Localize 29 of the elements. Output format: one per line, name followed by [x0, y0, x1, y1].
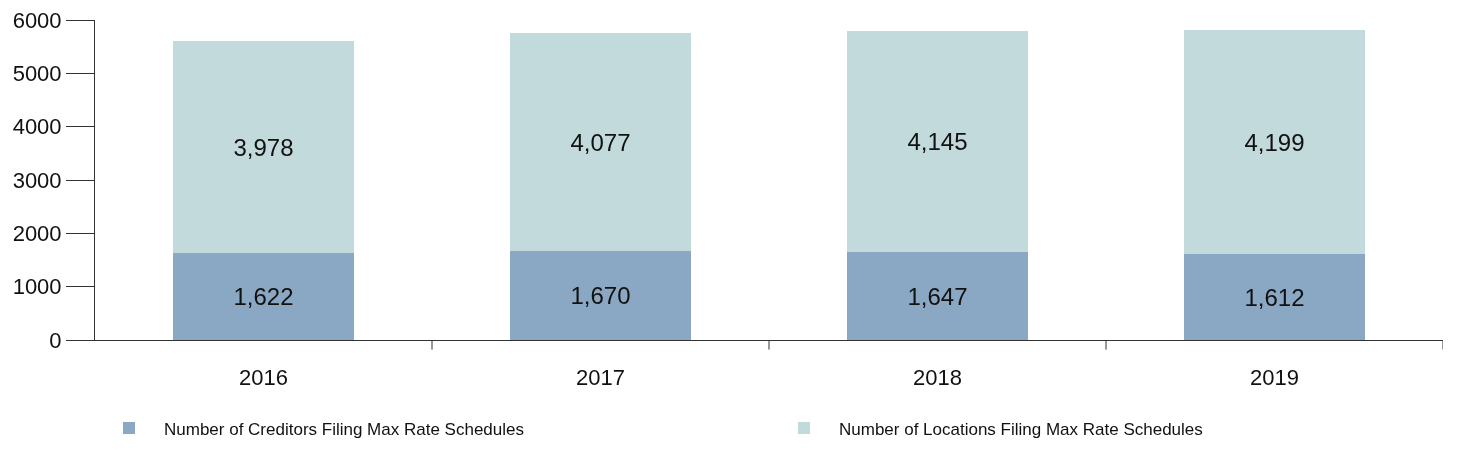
bar — [509, 33, 692, 251]
x-tick-label: 2016 — [239, 365, 288, 391]
bar — [846, 252, 1029, 340]
data-label: 1,612 — [1244, 283, 1305, 311]
x-tick-label: 2018 — [913, 365, 962, 391]
bar — [509, 250, 692, 340]
bar — [846, 31, 1029, 253]
data-label: 4,145 — [907, 128, 968, 156]
x-tick-label: 2019 — [1250, 365, 1299, 391]
y-tick-label: 5000 — [12, 61, 62, 87]
data-label: 1,647 — [907, 282, 968, 310]
y-tick-label: 6000 — [12, 7, 62, 33]
legend-label: Number of Locations Filing Max Rate Schedules — [839, 419, 1203, 439]
y-tick-label: 3000 — [12, 167, 62, 193]
data-label: 1,670 — [570, 281, 631, 309]
y-tick-label: 4000 — [12, 114, 62, 140]
bar — [172, 253, 355, 340]
data-label: 4,077 — [570, 128, 631, 156]
x-tick-label: 2017 — [576, 365, 625, 391]
data-label: 3,978 — [233, 133, 294, 161]
bar — [1183, 30, 1366, 255]
y-tick-label: 2000 — [12, 221, 62, 247]
data-label: 1,622 — [233, 283, 294, 311]
bar — [172, 41, 355, 254]
bar — [1183, 254, 1366, 340]
data-label: 4,199 — [1244, 128, 1305, 156]
y-tick-label: 0 — [49, 327, 62, 353]
legend-label: Number of Creditors Filing Max Rate Schedules — [164, 419, 524, 439]
y-tick-label: 1000 — [12, 274, 62, 300]
